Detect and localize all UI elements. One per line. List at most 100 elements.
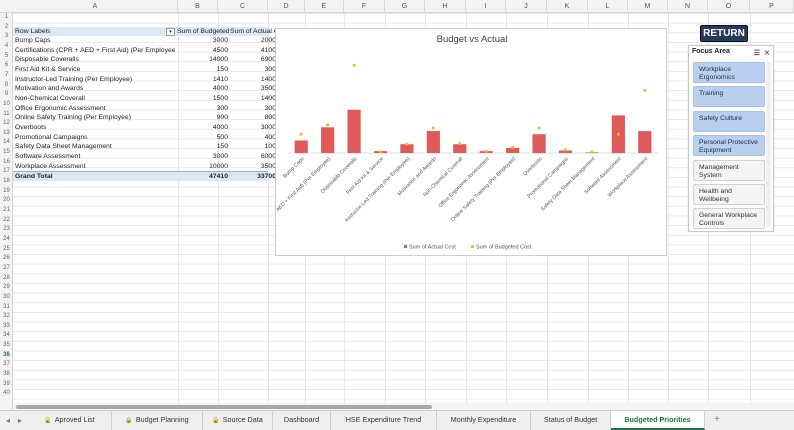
row-header-36[interactable]: 36: [3, 351, 10, 358]
pivot-row[interactable]: Motivation and Awards 4000 3500: [13, 84, 276, 94]
row-header-15[interactable]: 15: [3, 149, 10, 156]
pivot-row[interactable]: Instructor-Led Training (Per Employee) 14…: [13, 75, 276, 85]
return-button[interactable]: RETURN: [700, 25, 748, 42]
row-header-21[interactable]: 21: [3, 207, 10, 213]
sheet-tab[interactable]: 🔒 Source Data: [203, 411, 273, 430]
row-header-26[interactable]: 26: [3, 255, 10, 262]
row-header-24[interactable]: 24: [3, 235, 10, 242]
pivot-row[interactable]: Disposable Coveralls 14000 6900: [13, 55, 276, 65]
row-header-17[interactable]: 17: [3, 168, 10, 175]
row-header-34[interactable]: 34: [3, 332, 10, 339]
column-header-k[interactable]: K: [547, 0, 588, 13]
row-header-7[interactable]: 7: [4, 71, 9, 78]
row-header-39[interactable]: 39: [3, 380, 10, 387]
sheet-tab[interactable]: 🔒 Budget Planning: [112, 411, 203, 430]
row-header-20[interactable]: 20: [3, 197, 10, 204]
row-header-12[interactable]: 12: [3, 120, 10, 127]
row-header-37[interactable]: 37: [3, 361, 10, 368]
row-header-29[interactable]: 29: [3, 284, 10, 291]
sheet-tab[interactable]: Monthly Expenditure: [437, 411, 531, 430]
multi-select-icon[interactable]: ☰: [753, 50, 760, 57]
slicer-item[interactable]: Management System: [693, 159, 765, 181]
pivot-row[interactable]: Bump Caps 3000 2000: [13, 36, 276, 46]
row-header-30[interactable]: 30: [3, 293, 10, 300]
sheet-tab-label: Dashboard: [283, 415, 320, 424]
actual-cost-bar: [532, 134, 546, 153]
row-header-3[interactable]: 3: [4, 33, 9, 40]
row-header-40[interactable]: 40: [3, 390, 10, 397]
column-header-o[interactable]: O: [708, 0, 750, 13]
sheet-tab[interactable]: Dashboard: [273, 411, 331, 430]
row-header-23[interactable]: 23: [3, 226, 10, 233]
row-header-1[interactable]: 1: [4, 14, 9, 20]
column-header-c[interactable]: C: [218, 0, 268, 13]
horizontal-scrollbar[interactable]: [14, 403, 794, 411]
row-header-10[interactable]: 10: [3, 100, 10, 107]
column-header-f[interactable]: F: [344, 0, 385, 13]
add-sheet-icon[interactable]: +: [714, 414, 720, 425]
pivot-row[interactable]: Certifications (CPR + AED + First Aid) (…: [13, 46, 276, 56]
pivot-row[interactable]: Promotional Campaigns 500 400: [13, 133, 276, 143]
sheet-tab[interactable]: HSE Expenditure Trend: [331, 411, 437, 430]
pivot-row[interactable]: Software Assessment 3000 6000: [13, 152, 276, 162]
scrollbar-thumb[interactable]: [16, 405, 432, 409]
pivot-row[interactable]: Non-Chemical Coverall 1500 1400: [13, 94, 276, 104]
pivot-row[interactable]: Safety Data Sheet Management 150 100: [13, 142, 276, 152]
row-header-32[interactable]: 32: [3, 313, 10, 320]
column-header-l[interactable]: L: [588, 0, 628, 13]
row-header-14[interactable]: 14: [3, 139, 10, 146]
row-header-5[interactable]: 5: [4, 52, 9, 59]
column-header-m[interactable]: M: [628, 0, 668, 13]
pivot-row[interactable]: Online Safety Training (Per Employee) 900…: [13, 113, 276, 123]
focus-area-slicer[interactable]: Focus Area ☰ ✕ Workplace Ergonomics Train…: [688, 45, 774, 232]
slicer-item[interactable]: Health and Wellbeing: [693, 183, 765, 205]
row-header-9[interactable]: 9: [4, 91, 9, 98]
pivot-row[interactable]: First Aid Kit & Service 150 300: [13, 65, 276, 75]
slicer-item[interactable]: Personal Protective Equipment: [693, 135, 765, 157]
row-header-38[interactable]: 38: [3, 371, 10, 378]
slicer-item[interactable]: Workplace Ergonomics: [693, 62, 765, 83]
column-header-j[interactable]: J: [506, 0, 547, 13]
slicer-item[interactable]: General Workplace Controls: [693, 208, 765, 230]
slicer-item[interactable]: Safety Culture: [693, 110, 765, 132]
row-header-25[interactable]: 25: [3, 245, 10, 252]
chart-canvas: Budget vs Actual Bump CapsCertifications …: [276, 34, 658, 251]
row-header-4[interactable]: 4: [4, 42, 9, 49]
column-header-e[interactable]: E: [305, 0, 344, 13]
row-header-11[interactable]: 11: [3, 110, 10, 117]
column-header-d[interactable]: D: [268, 0, 305, 13]
row-header-2[interactable]: 2: [4, 23, 9, 30]
tab-scroll-left-icon[interactable]: ◂: [5, 416, 10, 425]
row-header-35[interactable]: 35: [3, 342, 10, 349]
row-header-19[interactable]: 19: [3, 187, 10, 194]
row-header-33[interactable]: 33: [3, 322, 10, 329]
row-header-18[interactable]: 18: [3, 178, 10, 185]
slicer-scrollbar[interactable]: [766, 62, 771, 227]
sheet-tab[interactable]: Budgeted Priorities: [611, 411, 705, 430]
budget-vs-actual-chart[interactable]: Budget vs Actual Bump CapsCertifications …: [275, 28, 667, 256]
column-header-h[interactable]: H: [425, 0, 466, 13]
column-header-b[interactable]: B: [178, 0, 218, 13]
row-header-22[interactable]: 22: [3, 216, 10, 223]
column-header-g[interactable]: G: [385, 0, 425, 13]
slicer-item[interactable]: Training: [693, 86, 765, 108]
column-header-p[interactable]: P: [750, 0, 794, 13]
pivot-row[interactable]: Overboots 4000 3000: [13, 123, 276, 133]
sheet-tab[interactable]: 🔒 Aproved List: [28, 411, 112, 430]
row-header-16[interactable]: 16: [3, 158, 10, 165]
row-header-6[interactable]: 6: [4, 62, 9, 69]
sheet-tab[interactable]: Status of Budget: [531, 411, 611, 430]
tab-scroll-right-icon[interactable]: ▸: [17, 416, 22, 425]
pivot-row[interactable]: Office Ergonomic Assessment 300 300: [13, 104, 276, 114]
pivot-row[interactable]: Workplace Assessment 10000 3500: [13, 162, 276, 172]
row-header-13[interactable]: 13: [3, 129, 10, 136]
clear-filter-icon[interactable]: ✕: [764, 50, 770, 57]
row-header-28[interactable]: 28: [3, 274, 10, 281]
column-header-a[interactable]: A: [13, 0, 178, 13]
column-header-n[interactable]: N: [668, 0, 708, 13]
filter-dropdown-icon[interactable]: ▾: [166, 27, 175, 36]
column-header-i[interactable]: I: [466, 0, 506, 13]
row-header-8[interactable]: 8: [4, 81, 9, 88]
row-header-31[interactable]: 31: [3, 303, 10, 310]
row-header-27[interactable]: 27: [3, 264, 10, 271]
